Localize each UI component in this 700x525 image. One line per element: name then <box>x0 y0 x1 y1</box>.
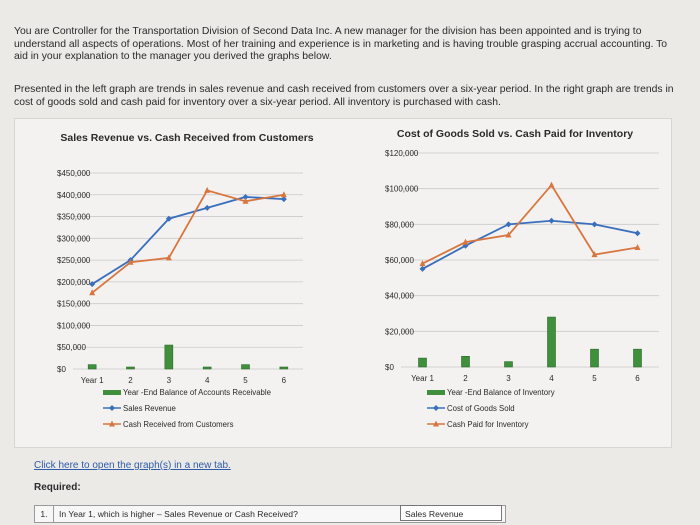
y-tick-label: $100,000 <box>385 185 419 194</box>
bar <box>547 316 556 368</box>
y-tick-label: $150,000 <box>57 300 91 309</box>
graphs-panel: Sales Revenue vs. Cash Received from Cus… <box>14 118 672 448</box>
data-point <box>127 258 134 265</box>
y-tick-label: $40,000 <box>385 292 414 301</box>
x-tick-label: 3 <box>506 374 511 383</box>
y-tick-label: $50,000 <box>57 343 86 352</box>
data-point <box>242 193 249 200</box>
required-heading: Required: <box>34 482 81 493</box>
bar <box>202 366 212 370</box>
x-tick-label: 2 <box>463 374 468 383</box>
data-point <box>505 231 512 238</box>
data-point <box>89 281 96 288</box>
y-tick-label: $300,000 <box>57 234 91 243</box>
x-tick-label: 5 <box>592 374 597 383</box>
data-point <box>165 215 172 222</box>
data-point <box>548 181 555 188</box>
bar <box>126 366 135 370</box>
chart-title: Cost of Goods Sold vs. Cash Paid for Inv… <box>397 128 633 140</box>
bar <box>461 356 470 368</box>
intro-paragraph-1: You are Controller for the Transportatio… <box>14 26 668 63</box>
series-line <box>91 196 284 285</box>
charts-svg: Sales Revenue vs. Cash Received from Cus… <box>57 128 659 429</box>
x-tick-label: 6 <box>635 374 640 383</box>
data-point <box>204 186 211 193</box>
y-tick-label: $450,000 <box>57 169 91 178</box>
y-tick-label: $100,000 <box>57 321 91 330</box>
bar <box>241 364 250 370</box>
x-tick-label: 3 <box>167 376 172 385</box>
question-text: In Year 1, which is higher – Sales Reven… <box>59 509 298 519</box>
legend-label: Cash Received from Customers <box>123 420 234 429</box>
data-point <box>634 230 641 237</box>
legend-label: Cost of Goods Sold <box>447 404 515 413</box>
y-tick-label: $80,000 <box>385 220 414 229</box>
data-point <box>242 197 249 204</box>
data-point <box>419 265 426 272</box>
legend-label: Cash Paid for Inventory <box>447 420 529 429</box>
bar <box>87 364 97 370</box>
legend-marker <box>109 420 115 427</box>
x-tick-label: 5 <box>243 376 248 385</box>
data-point <box>204 204 211 211</box>
x-tick-label: 4 <box>549 374 554 383</box>
intro-paragraph-2: Presented in the left graph are trends i… <box>14 84 674 108</box>
data-point <box>548 217 555 224</box>
y-tick-label: $200,000 <box>57 278 91 287</box>
y-tick-label: $20,000 <box>385 327 414 336</box>
y-tick-label: $400,000 <box>57 191 91 200</box>
bar <box>279 366 289 370</box>
bar <box>418 357 427 368</box>
data-point <box>419 260 426 267</box>
x-tick-label: 4 <box>205 376 210 385</box>
y-tick-label: $250,000 <box>57 256 91 265</box>
x-tick-label: Year 1 <box>411 374 434 383</box>
y-tick-label: $350,000 <box>57 213 91 222</box>
bar <box>164 344 174 370</box>
y-tick-label: $120,000 <box>385 149 419 158</box>
y-tick-label: $0 <box>385 363 394 372</box>
x-tick-label: 2 <box>128 376 133 385</box>
data-point <box>591 251 598 258</box>
legend-swatch <box>103 390 121 395</box>
series-line <box>91 189 284 294</box>
chart-title: Sales Revenue vs. Cash Received from Cus… <box>60 132 313 144</box>
y-tick-label: $60,000 <box>385 256 414 265</box>
data-point <box>462 238 469 245</box>
series-line <box>422 219 638 270</box>
legend-marker <box>433 405 439 411</box>
bar <box>590 348 599 368</box>
data-point <box>505 221 512 228</box>
data-point <box>280 191 287 198</box>
series-line <box>422 183 638 265</box>
data-point <box>165 254 172 261</box>
bar <box>504 361 513 368</box>
question-number: 1. <box>35 506 54 522</box>
legend-marker <box>433 420 439 427</box>
legend-marker <box>109 405 115 411</box>
legend-label: Year -End Balance of Inventory <box>447 388 555 397</box>
open-graphs-link[interactable]: Click here to open the graph(s) in a new… <box>34 460 231 471</box>
data-point <box>634 244 641 251</box>
legend-label: Year -End Balance of Accounts Receivable <box>123 388 271 397</box>
answer-select[interactable]: Sales Revenue <box>400 505 502 521</box>
bar <box>633 348 642 368</box>
question-row: 1. In Year 1, which is higher – Sales Re… <box>34 505 506 523</box>
data-point <box>280 196 287 203</box>
y-tick-label: $0 <box>57 365 66 374</box>
legend-label: Sales Revenue <box>123 404 176 413</box>
x-tick-label: Year 1 <box>81 376 104 385</box>
x-tick-label: 6 <box>282 376 287 385</box>
data-point <box>89 289 96 296</box>
legend-swatch <box>427 390 445 395</box>
data-point <box>591 221 598 228</box>
